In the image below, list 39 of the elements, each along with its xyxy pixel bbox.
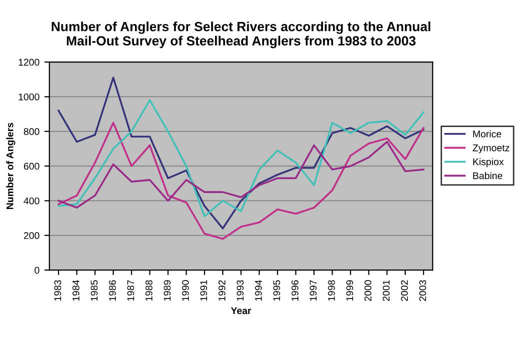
x-tick-label: 1984	[72, 280, 80, 301]
x-tick-label: 1988	[146, 280, 152, 301]
x-tick-label: 1999	[346, 280, 354, 301]
x-tick-label: 1983	[54, 280, 62, 301]
y-tick-label: 200	[24, 232, 40, 240]
x-tick-label: 1987	[127, 280, 134, 301]
x-tick-label: 1998	[328, 280, 335, 301]
x-tick-label: 2000	[364, 280, 372, 301]
x-tick-label: 1989	[164, 280, 171, 301]
x-tick-label: 2003	[419, 280, 426, 301]
legend-label: Zymoetz	[472, 144, 510, 154]
chart-title: Number of Anglers for Select Rivers according to the Annual Mail-Out Survey of Steelhead Anglers from 1983 to 2003	[52, 22, 430, 48]
y-tick-label: 800	[24, 128, 40, 136]
legend-label: Babine	[473, 172, 502, 180]
line-series	[58, 76, 424, 230]
x-tick-label: 1994	[254, 280, 262, 301]
x-tick-label: 1995	[273, 280, 280, 301]
y-tick-label: 1200	[18, 58, 40, 66]
x-tick-label: 1990	[182, 280, 189, 301]
x-tick-label: 1997	[310, 280, 317, 301]
x-tick-label: 1993	[236, 280, 244, 301]
legend-label: Kispiox	[473, 158, 504, 168]
y-tick-label: 1000	[18, 93, 40, 100]
x-tick-label: 1991	[200, 280, 208, 301]
x-tick-label: 2001	[382, 280, 390, 301]
x-tick-label: 1985	[90, 280, 98, 301]
line-series	[58, 122, 424, 240]
x-tick-label: 1986	[109, 280, 116, 301]
x-tick-label: 2002	[400, 280, 408, 301]
y-tick-label: 400	[24, 197, 40, 204]
line-series	[58, 99, 424, 218]
y-tick-label: 600	[24, 162, 40, 170]
x-tick-label: 1992	[218, 280, 226, 301]
y-tick-label: 0	[34, 266, 40, 274]
x-tick-label: 1996	[291, 280, 298, 301]
x-axis-title: Year	[230, 307, 252, 314]
line-series	[58, 140, 424, 209]
legend-label: Morice	[473, 130, 502, 138]
y-axis-title: Number of Anglers	[6, 122, 16, 209]
